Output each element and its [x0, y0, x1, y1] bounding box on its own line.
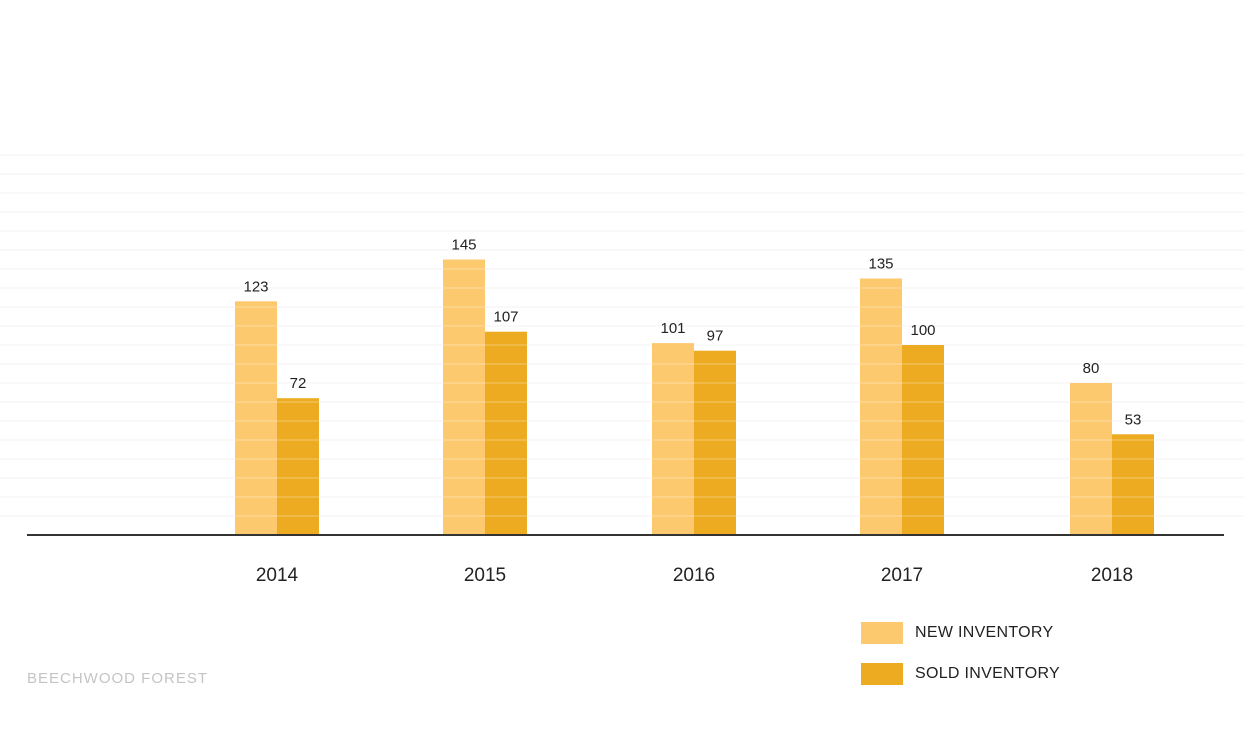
- bars: [235, 259, 1154, 535]
- data-label-sold-inventory-2018: 53: [1125, 411, 1142, 428]
- data-label-new-inventory-2014: 123: [243, 278, 268, 295]
- bar-new-inventory-2017: [860, 278, 902, 535]
- bar-sold-inventory-2017: [902, 345, 944, 535]
- legend-swatch-new-inventory: [861, 622, 903, 644]
- data-label-new-inventory-2018: 80: [1083, 360, 1100, 377]
- bar-sold-inventory-2018: [1112, 434, 1154, 535]
- bar-new-inventory-2014: [235, 301, 277, 535]
- bar-new-inventory-2018: [1070, 383, 1112, 535]
- gridlines: [0, 154, 1244, 517]
- bar-sold-inventory-2014: [277, 398, 319, 535]
- data-label-new-inventory-2015: 145: [451, 237, 476, 254]
- legend: NEW INVENTORY SOLD INVENTORY: [861, 622, 1060, 704]
- legend-item-new-inventory: NEW INVENTORY: [861, 622, 1060, 644]
- x-tick-label-2017: 2017: [881, 565, 923, 586]
- legend-item-sold-inventory: SOLD INVENTORY: [861, 663, 1060, 685]
- legend-swatch-sold-inventory: [861, 663, 903, 685]
- legend-label-new-inventory: NEW INVENTORY: [915, 624, 1054, 641]
- bar-sold-inventory-2016: [694, 350, 736, 535]
- bar-new-inventory-2015: [443, 259, 485, 535]
- x-tick-label-2018: 2018: [1091, 565, 1133, 586]
- data-label-new-inventory-2016: 101: [660, 320, 685, 337]
- bar-new-inventory-2016: [652, 343, 694, 535]
- data-label-sold-inventory-2015: 107: [493, 309, 518, 326]
- data-labels: 123 72 145 107 101 97 135 100 80 53: [243, 237, 1141, 429]
- data-label-new-inventory-2017: 135: [868, 256, 893, 273]
- legend-label-sold-inventory: SOLD INVENTORY: [915, 665, 1060, 682]
- bar-sold-inventory-2015: [485, 331, 527, 535]
- data-label-sold-inventory-2014: 72: [290, 375, 307, 392]
- x-axis-ticks: 2014 2015 2016 2017 2018: [256, 565, 1133, 586]
- data-label-sold-inventory-2016: 97: [707, 328, 724, 345]
- x-tick-label-2015: 2015: [464, 565, 506, 586]
- x-tick-label-2014: 2014: [256, 565, 299, 586]
- x-tick-label-2016: 2016: [673, 565, 715, 586]
- brand-footer: BEECHWOOD FOREST: [27, 670, 209, 687]
- data-label-sold-inventory-2017: 100: [910, 322, 935, 339]
